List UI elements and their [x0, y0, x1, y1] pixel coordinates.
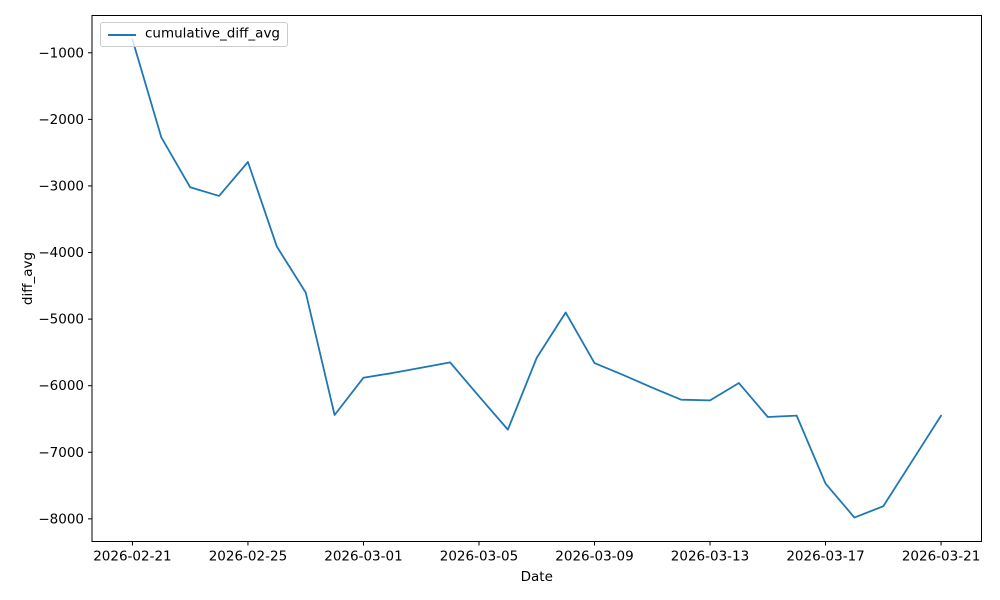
y-tick-label: −5000 [38, 312, 84, 328]
legend-label: cumulative_diff_avg [145, 25, 280, 42]
y-tick-label: −2000 [38, 112, 84, 128]
x-tick-label: 2026-02-21 [93, 549, 171, 565]
plot-frame [91, 15, 982, 542]
legend-line-sample [108, 33, 136, 36]
x-tick-label: 2026-03-09 [555, 549, 633, 565]
y-tick-label: −8000 [38, 511, 84, 527]
x-tick-label: 2026-03-01 [324, 549, 402, 565]
y-axis-label: diff_avg [20, 252, 36, 305]
x-tick-label: 2026-02-25 [209, 549, 287, 565]
y-tick-label: −1000 [38, 45, 84, 61]
x-tick-label: 2026-03-17 [786, 549, 864, 565]
y-tick-label: −4000 [38, 245, 84, 261]
y-tick-label: −7000 [38, 445, 84, 461]
x-axis-label: Date [521, 569, 553, 585]
y-tick-label: −6000 [38, 378, 84, 394]
x-tick-label: 2026-03-13 [671, 549, 749, 565]
x-tick-label: 2026-03-05 [440, 549, 518, 565]
data-line-cumulative_diff_avg [131, 38, 942, 519]
legend: cumulative_diff_avg [100, 22, 288, 47]
y-tick-label: −3000 [38, 178, 84, 194]
x-tick-label: 2026-03-21 [902, 549, 980, 565]
